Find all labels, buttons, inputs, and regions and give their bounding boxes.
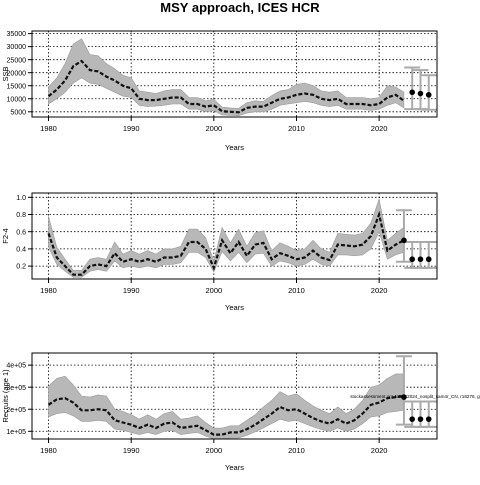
- forecast-point: [417, 90, 424, 97]
- x-tick-label: 1990: [123, 124, 140, 133]
- y-tick-label: 10000: [7, 96, 27, 103]
- y-axis-label: F2-4: [1, 228, 10, 243]
- y-tick-label: 35000: [7, 31, 27, 38]
- estimate-line: [47, 59, 405, 114]
- y-tick-label: 0.2: [16, 264, 26, 271]
- y-tick-label: 25000: [7, 57, 27, 64]
- y-tick-label: 1e+05: [6, 429, 26, 436]
- forecast-point: [425, 416, 432, 422]
- x-tick-label: 1990: [123, 446, 140, 455]
- x-tick-label: 2000: [205, 446, 222, 455]
- x-tick-label: 2010: [288, 446, 305, 455]
- y-tick-label: 4e+05: [6, 363, 26, 370]
- x-tick-label: 1980: [40, 124, 57, 133]
- plot-frame: [31, 192, 438, 280]
- y-tick-label: 0.6: [16, 229, 26, 236]
- plot-frame: [31, 352, 438, 440]
- y-axis-label: Recruits (age 1): [1, 369, 10, 423]
- x-tick-label: 2020: [371, 286, 388, 295]
- x-tick-label: 1980: [40, 446, 57, 455]
- forecast-point: [401, 237, 407, 244]
- forecast-point: [409, 416, 416, 422]
- forecast-point: [409, 89, 416, 96]
- x-axis-label: Years: [225, 303, 244, 312]
- y-tick-label: 30000: [7, 44, 27, 51]
- x-axis-label: Years: [225, 463, 244, 472]
- y-tick-label: 3e+05: [6, 385, 26, 392]
- x-tick-label: 1980: [40, 286, 57, 295]
- y-tick-label: 1.0: [16, 195, 26, 202]
- x-tick-label: 2020: [371, 124, 388, 133]
- y-tick-label: 20000: [7, 70, 27, 77]
- forecast-point: [425, 256, 432, 263]
- x-axis-label: Years: [225, 143, 244, 152]
- x-tick-label: 2010: [288, 124, 305, 133]
- chart-title: MSY approach, ICES HCR: [160, 0, 320, 15]
- forecast-point: [417, 256, 424, 263]
- y-tick-label: 0.4: [16, 247, 26, 254]
- confidence-band: [48, 373, 405, 440]
- x-tick-label: 1990: [123, 286, 140, 295]
- x-tick-label: 2020: [371, 446, 388, 455]
- y-axis-label: SSB: [1, 66, 10, 81]
- stamp-annotation: stockassessment.org,NSSK2024_nosplit_sam…: [350, 394, 480, 399]
- forecast-point: [425, 92, 432, 98]
- x-tick-label: 2010: [288, 286, 305, 295]
- forecast-point: [409, 256, 416, 263]
- y-tick-label: 15000: [7, 83, 27, 90]
- y-tick-label: 5000: [10, 109, 26, 116]
- y-tick-label: 2e+05: [6, 407, 26, 414]
- x-tick-label: 2000: [205, 124, 222, 133]
- y-tick-label: 0.8: [16, 212, 26, 219]
- forecast-point: [401, 394, 407, 400]
- x-tick-label: 2000: [205, 286, 222, 295]
- forecast-point: [417, 416, 424, 422]
- panel-ssb: 1980 1990 2000 2010 2020 5000 10000 15000 20000 2…: [1, 30, 438, 152]
- panel-recruits: 1980 1990 2000 2010 2020 1e+05 2e+05 3e+05 4e+05…: [1, 352, 480, 472]
- estimate-line: [47, 394, 405, 436]
- panel-f: 1980 1990 2000 2010 2020 0.2 0.4 0.6 0.8 1.0 Years…: [1, 192, 438, 312]
- estimate-line: [47, 210, 405, 276]
- plot-frame: [31, 30, 438, 118]
